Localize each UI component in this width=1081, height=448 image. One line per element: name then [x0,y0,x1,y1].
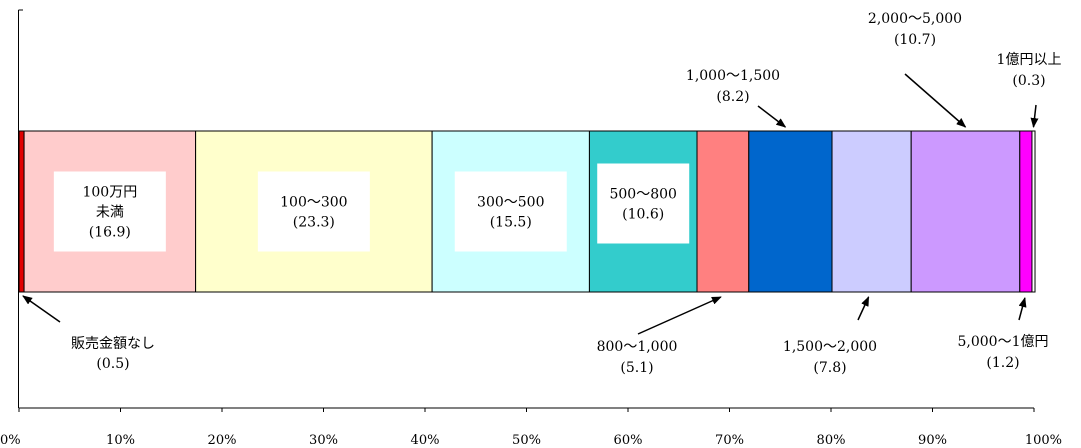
x-tick-label: 70% [715,433,744,448]
bar-segment-2000-5000 [910,130,1021,293]
label-arrow-1500-2000 [857,296,870,321]
label-arrow-none [22,295,61,323]
data-label-100-300: (23.3) [293,215,335,231]
data-label-lt100: 100万円 [82,185,137,201]
data-label-300-500: 300～500 [477,195,544,211]
x-tick-label: 30% [309,433,338,448]
data-label-lt100: (16.9) [89,225,131,241]
data-label-ge1oku: 1億円以上 [997,52,1062,68]
data-label-2000-5000: (10.7) [894,32,936,48]
x-tick-label: 20% [208,433,237,448]
bar-segment-ge1oku [1031,130,1036,293]
label-arrow-5000-1oku [1018,297,1027,321]
label-arrow-2000-5000 [904,73,967,128]
data-label-1000-1500: 1,000～1,500 [686,68,780,84]
x-tick-label: 100% [1025,433,1062,448]
data-label-500-800: (10.6) [622,207,664,223]
data-label-lt100: 未満 [96,205,124,221]
label-box-lt100 [53,171,166,252]
data-label-100-300: 100～300 [280,195,347,211]
x-tick-label: 60% [614,433,643,448]
bar-segment-1000-1500 [748,130,833,293]
bar-segment-5000-1oku [1019,130,1033,293]
x-tick-label: 80% [817,433,846,448]
data-label-ge1oku: (0.3) [1012,73,1045,89]
data-label-none: (0.5) [96,356,129,372]
data-label-1500-2000: 1,500～2,000 [783,339,877,355]
label-box-500-800 [597,163,690,244]
data-label-5000-1oku: (1.2) [986,355,1019,371]
bar-segment-1500-2000 [831,130,912,293]
data-label-1000-1500: (8.2) [716,89,749,105]
label-arrow-ge1oku [1030,104,1039,128]
label-arrow-800-1000 [637,296,722,335]
data-label-2000-5000: 2,000～5,000 [868,11,962,27]
plot-area: 0% 10% 20% 30% 40% 50% 60% 70% 80% 90% 100% 販売金額なし (… [0,9,1062,448]
x-tick-label: 90% [918,433,947,448]
data-label-5000-1oku: 5,000～1億円 [958,334,1049,350]
label-box-300-500 [454,171,567,252]
x-tick-label: 40% [411,433,440,448]
x-tick-label: 50% [512,433,541,448]
data-label-300-500: (15.5) [490,215,532,231]
label-arrow-1000-1500 [757,105,787,128]
data-label-none: 販売金額なし [71,336,155,352]
data-label-1500-2000: (7.8) [813,360,846,376]
x-tick-label: 0% [0,433,21,448]
bar-segment-none [18,130,25,293]
x-tick-label: 10% [106,433,135,448]
data-label-500-800: 500～800 [609,187,676,203]
data-label-800-1000: 800～1,000 [597,339,678,355]
bar-segment-800-1000 [696,130,750,293]
data-label-800-1000: (5.1) [620,360,653,376]
label-box-100-300 [257,171,370,252]
